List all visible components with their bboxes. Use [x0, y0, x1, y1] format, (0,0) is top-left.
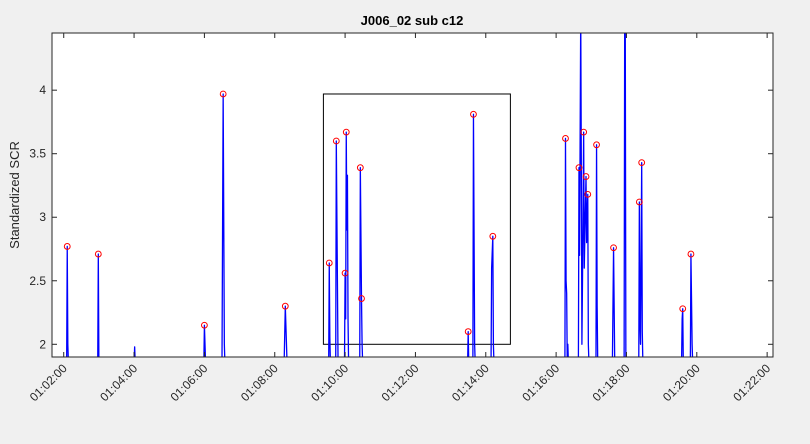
y-tick-label: 2.5	[29, 274, 46, 288]
peak-marker	[325, 259, 333, 267]
peak-marker	[470, 110, 477, 118]
peak-marker	[562, 135, 569, 142]
peak-marker	[687, 250, 695, 258]
peak-marker	[281, 302, 289, 310]
peak-marker	[464, 328, 472, 335]
peak-marker	[219, 90, 227, 98]
peak-marker	[679, 305, 687, 313]
series-line-0	[66, 33, 694, 357]
axes-border	[51, 32, 774, 358]
chart-title: J006_02 sub c12	[361, 13, 464, 28]
peak-marker	[593, 141, 600, 149]
peak-marker	[575, 164, 583, 172]
peak-marker	[584, 190, 592, 198]
peak-marker	[63, 243, 71, 250]
peak-marker	[332, 137, 340, 145]
y-axis-ticks: 2 2.5 3 3.5 4	[29, 83, 773, 351]
y-axis-label: Standardized SCR	[7, 141, 22, 249]
plot-content	[63, 33, 695, 357]
y-tick-label: 4	[39, 83, 46, 97]
y-tick-label: 3	[39, 210, 46, 224]
annotation-box	[322, 93, 511, 345]
peak-marker	[638, 159, 646, 167]
plot-area	[52, 33, 773, 357]
peak-marker	[358, 295, 365, 302]
peak-marker	[582, 173, 590, 180]
peak-marker	[342, 128, 350, 136]
peak-marker	[635, 198, 643, 206]
peak-marker	[610, 244, 617, 252]
axes-frame	[51, 32, 774, 358]
peak-marker	[489, 232, 497, 240]
y-tick-label: 3.5	[29, 147, 46, 161]
peak-marker	[341, 269, 349, 277]
y-tick-label: 2	[39, 337, 46, 351]
peak-marker	[580, 128, 588, 136]
peak-marker	[94, 250, 102, 258]
peak-marker	[201, 321, 208, 329]
peak-marker	[356, 164, 364, 172]
